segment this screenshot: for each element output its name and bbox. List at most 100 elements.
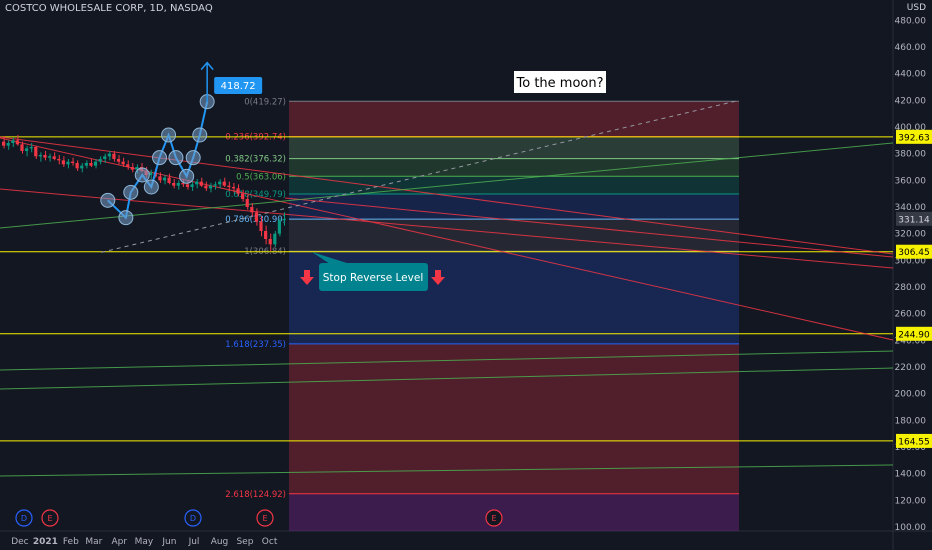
y-tick-label: 480.00 xyxy=(895,16,927,26)
candle-layer xyxy=(2,135,286,251)
fib-layer: 0(419.27) 0.236(392.74) 0.382(376.32) 0.5(3… xyxy=(225,97,739,531)
candle-body xyxy=(259,221,263,231)
price-tag: 392.63 xyxy=(896,129,932,144)
trendline xyxy=(0,367,894,390)
event-marker-letter: D xyxy=(190,514,196,523)
y-tick-label: 200.00 xyxy=(895,390,927,400)
event-marker-letter: E xyxy=(262,514,267,523)
candle-body xyxy=(93,161,98,166)
candle-body xyxy=(34,147,38,157)
projection-point xyxy=(168,150,184,166)
candle-body xyxy=(24,148,29,151)
candle-body xyxy=(98,159,102,162)
projection-point xyxy=(192,127,208,143)
candle-body xyxy=(11,140,15,143)
y-tick-label: 360.00 xyxy=(895,176,927,186)
candle-body xyxy=(227,185,231,187)
event-marker: D xyxy=(15,509,33,527)
moon-callout-text: To the moon? xyxy=(516,76,604,91)
x-tick-label: Feb xyxy=(63,537,79,547)
price-tag-label: 392.63 xyxy=(898,133,930,143)
candle-body xyxy=(75,163,79,169)
x-tick-label: Apr xyxy=(112,537,128,547)
fib-zone xyxy=(289,101,739,137)
x-tick-label: Jul xyxy=(188,537,200,547)
candle-body xyxy=(121,161,125,165)
target-price-tag: 418.72 xyxy=(214,77,263,95)
projection-point xyxy=(152,150,168,166)
arrow-up-icon xyxy=(200,61,214,71)
candle-body xyxy=(29,147,33,149)
x-tick-label: Jun xyxy=(161,537,176,547)
fib-zone xyxy=(289,136,739,159)
price-tag-box xyxy=(896,244,932,259)
price-tag-box xyxy=(896,433,932,448)
projection-point xyxy=(143,179,159,195)
candle-body xyxy=(172,183,176,186)
price-tag-label: 164.55 xyxy=(898,437,930,447)
candle-body xyxy=(149,172,153,175)
y-tick-label: 120.00 xyxy=(895,496,927,506)
event-marker-circle xyxy=(41,509,59,527)
candle-body xyxy=(176,183,180,186)
stop-callout-text: Stop Reverse Level xyxy=(323,272,423,284)
chart-title: COSTCO WHOLESALE CORP, 1D, NASDAQ xyxy=(5,3,213,14)
y-tick-label: 180.00 xyxy=(895,416,927,426)
candle-body xyxy=(213,184,217,186)
fib-zone xyxy=(289,158,739,177)
candle-body xyxy=(241,193,245,199)
event-marker-circle xyxy=(184,509,202,527)
trendline xyxy=(0,142,894,229)
candle-body xyxy=(20,144,24,151)
candle-body xyxy=(208,185,213,189)
fib-level-label: 0.382(376.32) xyxy=(225,155,286,165)
event-marker-circle xyxy=(15,509,33,527)
candle-body xyxy=(84,163,88,166)
x-tick-label: 2021 xyxy=(33,537,58,547)
y-tick-label: 220.00 xyxy=(895,363,927,373)
event-marker: D xyxy=(184,509,202,527)
price-tag: 331.14 xyxy=(896,211,932,226)
projection-point xyxy=(100,192,116,208)
currency-label: USD xyxy=(906,3,926,13)
candle-body xyxy=(250,207,254,213)
event-marker-letter: D xyxy=(21,514,27,523)
trendline xyxy=(0,136,894,255)
projection-point xyxy=(179,168,195,184)
y-tick-label: 420.00 xyxy=(895,96,927,106)
candle-body xyxy=(167,177,171,183)
candle-body xyxy=(70,161,75,163)
y-tick-label: 340.00 xyxy=(895,203,927,213)
candle-body xyxy=(162,177,167,181)
candle-body xyxy=(52,156,56,159)
candle-body xyxy=(57,159,61,161)
projection-point xyxy=(118,210,134,226)
candle-body xyxy=(66,161,70,165)
arrow-down-icon xyxy=(300,270,314,285)
trendline xyxy=(0,188,894,269)
x-tick-label: Sep xyxy=(236,537,253,547)
candle-body xyxy=(6,143,10,146)
stop-callout-box xyxy=(319,263,428,291)
candle-body xyxy=(112,153,116,159)
candle-body xyxy=(61,160,65,165)
price-tag: 306.45 xyxy=(896,244,932,259)
price-tag-label: 331.14 xyxy=(898,215,930,225)
stop-callout-pointer xyxy=(312,252,350,264)
fib-level-label: 0.618(349.79) xyxy=(225,190,286,200)
y-tick-label: 100.00 xyxy=(895,523,927,533)
candle-body xyxy=(47,156,52,158)
candle-body xyxy=(231,187,236,189)
price-tag-label: 244.90 xyxy=(898,330,930,340)
dashed-projection-line xyxy=(101,99,740,253)
event-marker-circle xyxy=(256,509,274,527)
candle-body xyxy=(273,233,277,245)
trendline xyxy=(284,197,894,258)
axis-layer: 100.00 120.00 140.00 160.00 180.00 200.00 220.… xyxy=(11,16,932,547)
moon-callout: To the moon? xyxy=(514,71,606,93)
target-tag-label: 418.72 xyxy=(221,81,256,92)
y-tick-label: 400.00 xyxy=(895,123,927,133)
y-tick-label: 140.00 xyxy=(895,470,927,480)
x-tick-label: Mar xyxy=(85,537,102,547)
